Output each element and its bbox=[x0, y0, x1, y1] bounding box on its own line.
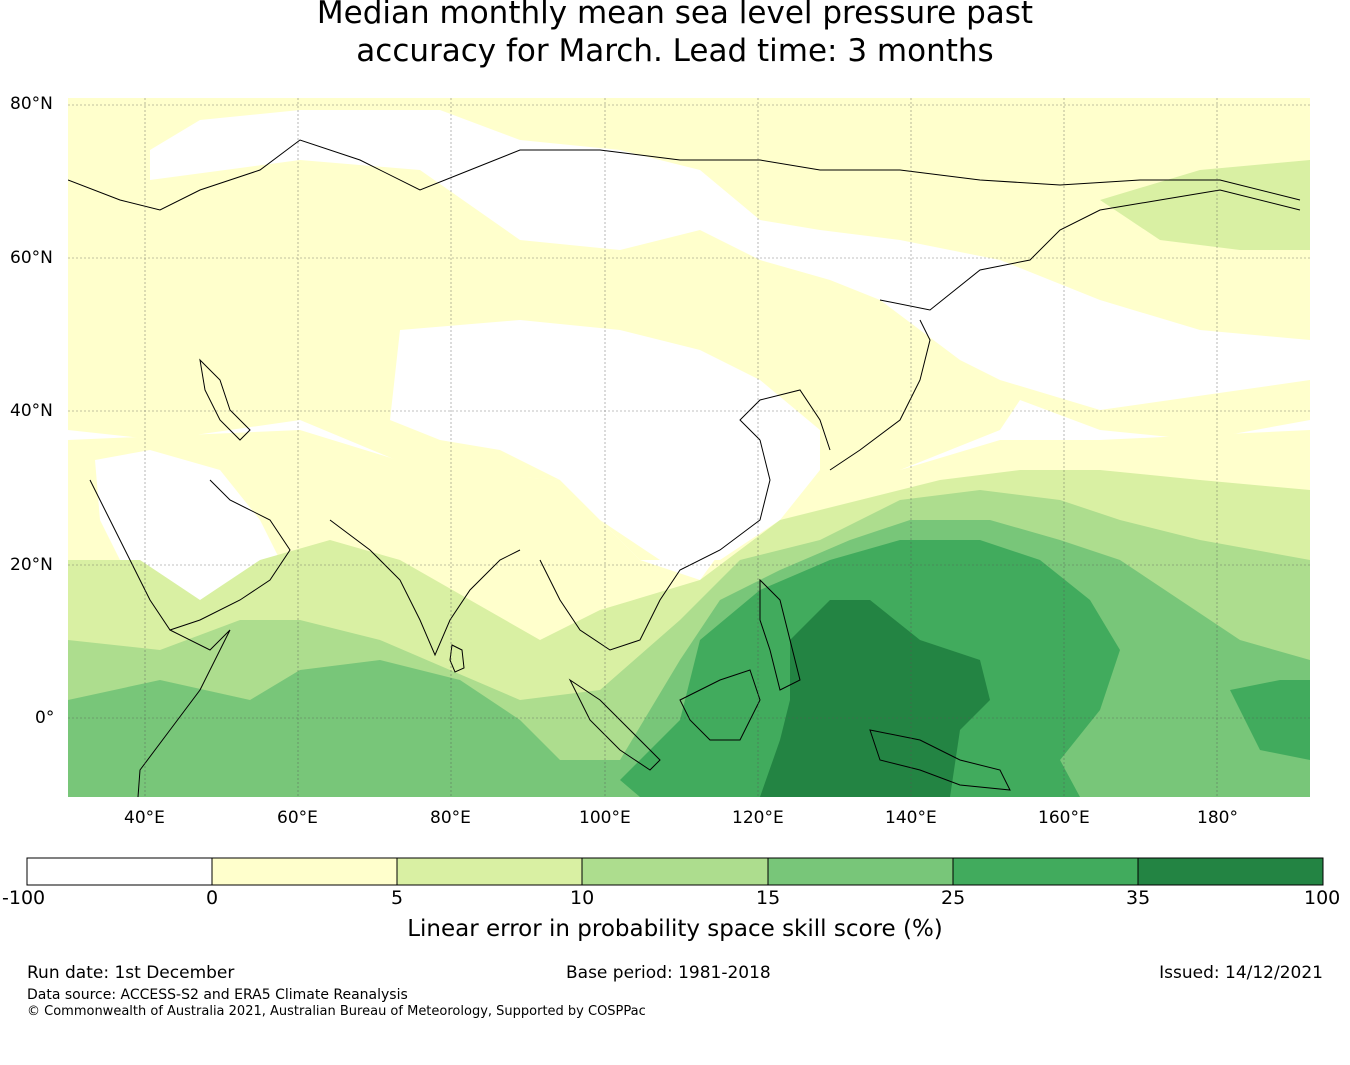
coastline-russia-pacific bbox=[879, 189, 1301, 311]
issued-date: Issued: 14/12/2021 bbox=[1159, 963, 1323, 983]
coastline-caspian bbox=[199, 358, 251, 441]
colorbar-segment-1 bbox=[27, 858, 212, 885]
lon-label-180: 180° bbox=[1197, 808, 1238, 828]
coastline-new-guinea bbox=[869, 729, 1011, 791]
lat-label-40n: 40°N bbox=[10, 401, 53, 421]
lon-label-40e: 40°E bbox=[124, 808, 165, 828]
title-line-2: accuracy for March. Lead time: 3 months bbox=[356, 33, 994, 69]
coastline-philippines bbox=[759, 578, 801, 691]
coastline-arctic bbox=[68, 139, 1301, 211]
colorbar-outline bbox=[26, 857, 1324, 886]
colorbar-segment-2 bbox=[212, 858, 397, 885]
data-source: Data source: ACCESS-S2 and ERA5 Climate … bbox=[27, 987, 408, 1003]
coastline-africa-east bbox=[137, 629, 231, 797]
colorbar-tick-neg100: -100 bbox=[2, 887, 46, 909]
run-date: Run date: 1st December bbox=[27, 963, 235, 983]
colorbar bbox=[26, 857, 1324, 886]
skill-region-25-35-east bbox=[1230, 680, 1310, 760]
colorbar-tick-35: 35 bbox=[1126, 887, 1151, 909]
lon-label-60e: 60°E bbox=[277, 808, 318, 828]
colorbar-segment-6 bbox=[953, 858, 1138, 885]
colorbar-segment-5 bbox=[768, 858, 953, 885]
lon-label-160e: 160°E bbox=[1038, 808, 1090, 828]
coastline-china-east bbox=[739, 389, 831, 451]
coastlines bbox=[68, 139, 1301, 797]
lon-label-100e: 100°E bbox=[579, 808, 631, 828]
map-panel bbox=[68, 98, 1310, 797]
colorbar-segment-7 bbox=[1138, 858, 1323, 885]
colorbar-tick-100: 100 bbox=[1304, 887, 1341, 909]
colorbar-segment-3 bbox=[397, 858, 582, 885]
coastline-arabia bbox=[89, 479, 291, 631]
coastline-sumatra bbox=[568, 678, 661, 771]
gridlines bbox=[68, 98, 1310, 797]
lon-label-120e: 120°E bbox=[732, 808, 784, 828]
skill-region-neg-siberia bbox=[150, 110, 1310, 410]
colorbar-segment-4 bbox=[582, 858, 768, 885]
lat-label-80n: 80°N bbox=[10, 94, 53, 114]
title-line-1: Median monthly mean sea level pressure p… bbox=[316, 0, 1034, 31]
copyright: © Commonwealth of Australia 2021, Austra… bbox=[27, 1004, 646, 1019]
colorbar-tick-25: 25 bbox=[941, 887, 966, 909]
skill-region-5-10-ne bbox=[1100, 160, 1310, 250]
coastline-indochina bbox=[539, 439, 771, 651]
colorbar-tick-5: 5 bbox=[391, 887, 404, 909]
colorbar-tick-15: 15 bbox=[756, 887, 781, 909]
lat-label-20n: 20°N bbox=[10, 555, 53, 575]
skill-region-35-100 bbox=[760, 600, 990, 797]
colorbar-label: Linear error in probability space skill … bbox=[407, 916, 943, 942]
base-period: Base period: 1981-2018 bbox=[566, 963, 771, 983]
coastline-india bbox=[329, 519, 521, 657]
coastline-japan bbox=[829, 319, 931, 471]
lat-label-0: 0° bbox=[35, 708, 55, 728]
colorbar-tick-10: 10 bbox=[570, 887, 595, 909]
skill-region-0-5 bbox=[68, 98, 1310, 560]
lat-label-60n: 60°N bbox=[10, 248, 53, 268]
coastline-sri-lanka bbox=[449, 644, 465, 673]
lon-label-140e: 140°E bbox=[885, 808, 937, 828]
coastline-borneo bbox=[679, 669, 761, 741]
colorbar-tick-0: 0 bbox=[206, 887, 219, 909]
map-title: Median monthly mean sea level pressure p… bbox=[0, 0, 1350, 70]
lon-label-80e: 80°E bbox=[430, 808, 471, 828]
